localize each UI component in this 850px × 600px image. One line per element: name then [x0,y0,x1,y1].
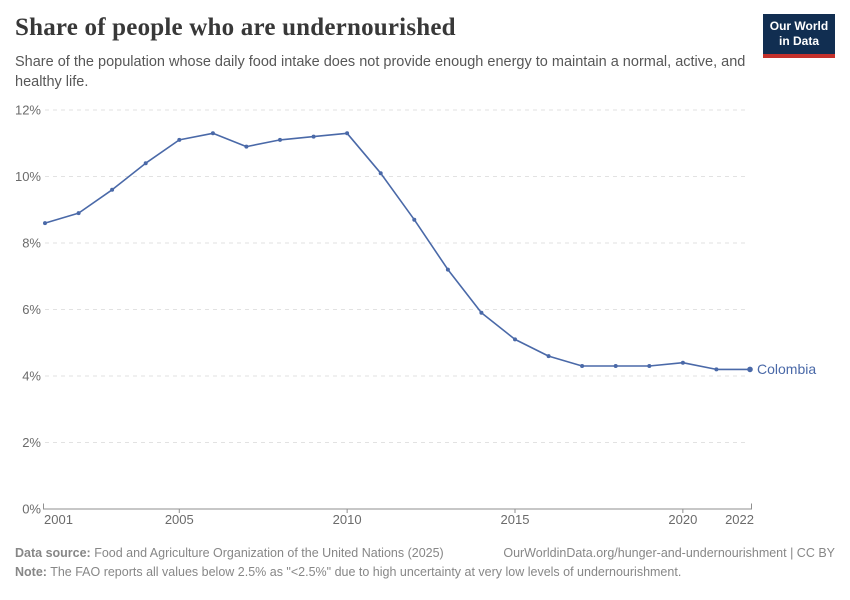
chart-footer: Data source: Food and Agriculture Organi… [15,546,835,579]
data-point-colombia-2002[interactable] [76,211,81,216]
data-point-colombia-2021[interactable] [714,367,719,372]
note-text: The FAO reports all values below 2.5% as… [46,565,682,579]
data-point-colombia-2011[interactable] [378,171,383,176]
data-point-colombia-2009[interactable] [311,134,316,139]
x-axis-label-2005: 2005 [165,512,194,527]
x-axis-label-2010: 2010 [333,512,362,527]
owid-logo: Our World in Data [763,14,835,58]
data-point-colombia-2019[interactable] [647,364,652,368]
y-axis-label-6pct: 6% [22,302,41,317]
data-point-colombia-2004[interactable] [143,161,148,166]
y-axis-label-4pct: 4% [22,369,41,384]
entity-label-colombia[interactable]: Colombia [757,361,816,377]
y-axis-label-10pct: 10% [15,169,41,184]
series-line-colombia[interactable] [44,132,751,371]
chart-url-license[interactable]: OurWorldinData.org/hunger-and-undernouri… [503,546,835,560]
y-axis-label-8pct: 8% [22,236,41,251]
data-point-colombia-2006[interactable] [210,131,215,136]
data-point-colombia-2008[interactable] [278,137,282,142]
y-axis-label-12pct: 12% [15,103,41,118]
data-point-colombia-2001[interactable] [43,221,47,226]
y-axis-label-0pct: 0% [22,502,41,517]
data-point-colombia-2013[interactable] [445,267,450,272]
data-point-colombia-2020[interactable] [680,360,685,365]
chart-subtitle: Share of the population whose daily food… [15,53,746,90]
data-point-colombia-2003[interactable] [110,187,115,192]
data-point-colombia-2018[interactable] [613,364,618,368]
note-line: Note: The FAO reports all values below 2… [15,565,835,579]
data-point-colombia-2014[interactable] [479,310,484,315]
data-point-colombia-2010[interactable] [345,131,350,136]
x-axis-label-2015: 2015 [501,512,530,527]
y-axis-label-2pct: 2% [22,435,41,450]
x-axis-label-2001: 2001 [44,512,73,527]
x-axis-label-2022: 2022 [725,512,754,527]
data-point-colombia-2017[interactable] [580,364,585,368]
data-source-label: Data source: [15,546,91,560]
chart-title: Share of people who are undernourished [15,14,456,41]
x-axis-label-2020: 2020 [668,512,697,527]
data-source-line: Data source: Food and Agriculture Organi… [15,546,444,560]
data-point-colombia-2007[interactable] [244,144,249,149]
chart-header: Share of people who are undernourished S… [15,14,835,92]
owid-logo-line1: Our World [769,19,829,33]
data-point-colombia-2022[interactable] [747,366,753,373]
note-label: Note: [15,565,47,579]
data-point-colombia-2012[interactable] [412,217,417,222]
data-point-colombia-2015[interactable] [513,337,517,342]
owid-logo-line2: in Data [778,34,819,48]
data-point-colombia-2005[interactable] [177,137,182,142]
data-source-text: Food and Agriculture Organization of the… [90,546,444,560]
data-point-colombia-2016[interactable] [546,354,551,359]
